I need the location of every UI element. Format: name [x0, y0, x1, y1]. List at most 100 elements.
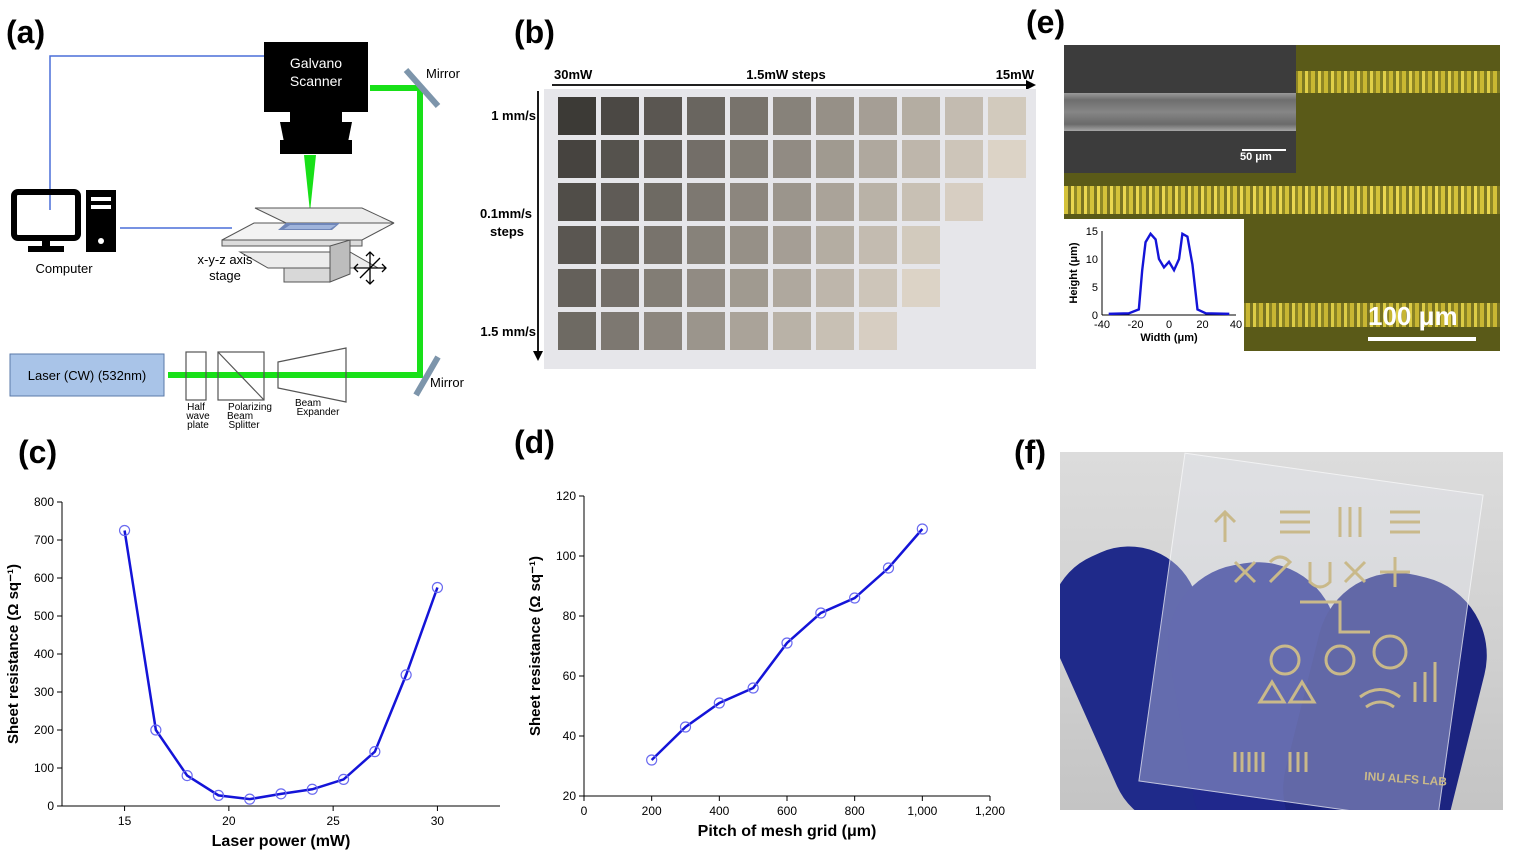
y-tick-label: 300 [34, 685, 54, 699]
panel-label-e: (e) [1026, 4, 1066, 40]
expander-label-1: Beam [295, 398, 321, 409]
arrow-pattern [1213, 509, 1237, 542]
sem-inset: 50 μm [1064, 45, 1296, 173]
plus-pattern [1380, 557, 1410, 587]
grid-square [601, 140, 639, 178]
grid-square [816, 226, 854, 264]
x-tick-label: 400 [709, 804, 729, 818]
data-point [882, 562, 895, 574]
data-point [431, 581, 444, 594]
grid-square [859, 269, 897, 307]
data-point [916, 523, 928, 535]
data-point [244, 793, 256, 805]
data-point [369, 746, 381, 758]
pbs-label-3: Splitter [228, 420, 260, 431]
y-tick-label: 60 [563, 669, 577, 683]
grid-square [816, 269, 854, 307]
inset-x-tick-label: 20 [1196, 319, 1208, 331]
grid-square [859, 312, 897, 350]
grid-square [816, 97, 854, 135]
barcode-pattern-2 [1288, 752, 1308, 772]
inset-background [1064, 219, 1244, 351]
xyz-stage [221, 207, 395, 283]
x-tick-label: 30 [431, 814, 445, 828]
power-start-label: 30mW [554, 67, 593, 82]
cross-pattern [1233, 560, 1257, 584]
grid-square [601, 226, 639, 264]
u-pattern [1308, 562, 1332, 589]
axes-arrow-icon [353, 251, 387, 285]
grid-square [816, 183, 854, 221]
grid-square [730, 312, 768, 350]
grid-square [687, 226, 725, 264]
grid-square [644, 183, 682, 221]
panel-label-c: (c) [18, 434, 58, 470]
grid-square [687, 269, 725, 307]
y-tick-label: 0 [47, 799, 54, 813]
y-axis-label: Sheet resistance (Ω sq⁻¹) [527, 556, 544, 736]
setup-diagram: Galvano Scanner Mirror Mirror Computer x… [9, 42, 465, 431]
galvano-label: Galvano [290, 55, 342, 71]
s-pattern [1268, 555, 1293, 584]
grid-square [816, 312, 854, 350]
circle-pattern [1269, 644, 1301, 676]
height-profile-line [1108, 231, 1230, 316]
y-tick-label: 120 [556, 489, 576, 503]
computer-icon [11, 189, 116, 252]
circuit-pattern [1300, 600, 1370, 634]
scanner-neck [290, 112, 342, 122]
y-tick-label: 500 [34, 609, 54, 623]
scanner-lens-bottom [280, 140, 352, 154]
grid-square [859, 183, 897, 221]
inset-plot: -40 -20 0 20 40 0 5 10 15 Width (μm) Height (μm) [1068, 226, 1242, 344]
data-point [815, 607, 827, 619]
x-pattern [1343, 560, 1367, 584]
power-end-label: 15mW [996, 67, 1035, 82]
stage-label-line2: stage [209, 268, 241, 283]
series-line [650, 528, 924, 761]
speed-top-label: 1 mm/s [491, 108, 536, 123]
grid-square [601, 97, 639, 135]
circle-pattern-2 [1324, 644, 1356, 676]
scale-label: 100 μm [1368, 301, 1458, 331]
data-point [150, 724, 162, 736]
grid-squares [558, 97, 1026, 350]
grid-square [601, 183, 639, 221]
stage-label-line1: x-y-z axis [198, 252, 253, 267]
grid-square [644, 140, 682, 178]
laser-source [9, 353, 165, 397]
grid-square [687, 312, 725, 350]
data-point [679, 721, 692, 733]
grid-square [859, 97, 897, 135]
grid-square [730, 97, 768, 135]
grid-sample-panel: 30mW 1.5mW steps 15mW 1 mm/s 0.1mm/s ste… [480, 67, 1036, 369]
triangle-pattern [1257, 679, 1287, 704]
x-tick-label: 800 [845, 804, 865, 818]
data-point [306, 783, 318, 795]
inset-x-tick-label: -20 [1128, 319, 1144, 331]
barcode-pattern [1233, 752, 1265, 772]
flexible-film-photo: INU ALFS LAB [1060, 452, 1503, 810]
grid-square [945, 183, 983, 221]
data-point [781, 637, 793, 649]
x-tick-label: 15 [118, 814, 132, 828]
inset-y-label: Height (μm) [1068, 242, 1080, 303]
chart-mesh-pitch: 20 40 60 80 100 120 0 200 400 600 800 1,000 1,200 Pit… [527, 489, 1005, 840]
y-tick-label: 700 [34, 533, 54, 547]
data-point [118, 524, 131, 537]
grid-square [644, 226, 682, 264]
focused-beam [304, 155, 316, 212]
hwp-label-1: Half [187, 402, 205, 413]
x-axis-label: Laser power (mW) [212, 833, 351, 850]
data-point [646, 754, 658, 766]
grid-square [902, 269, 940, 307]
x-tick-label: 20 [222, 814, 236, 828]
mirror-top-label: Mirror [426, 66, 461, 81]
grid-square [773, 183, 811, 221]
x-tick-label: 1,200 [975, 804, 1005, 818]
signal-pattern [1413, 662, 1437, 702]
y-tick-label: 200 [34, 723, 54, 737]
laser-label: Laser (CW) (532nm) [28, 368, 146, 383]
grid-square [558, 140, 596, 178]
grid-square [988, 140, 1026, 178]
